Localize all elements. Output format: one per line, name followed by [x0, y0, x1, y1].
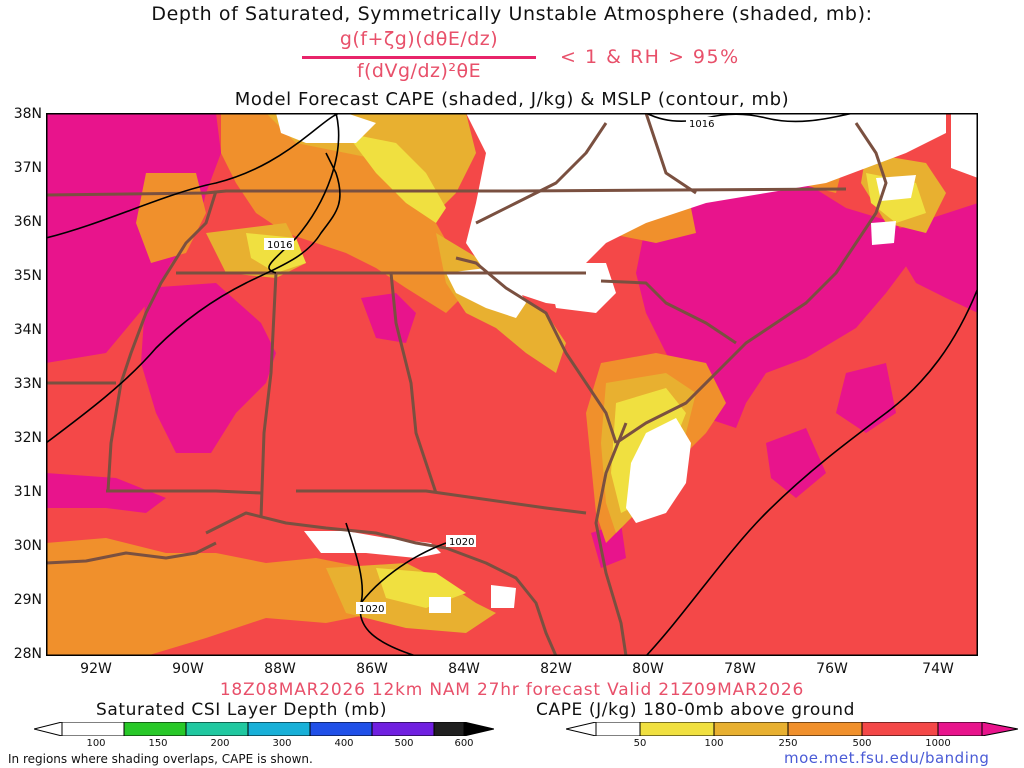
cape-tick: 1000 — [925, 738, 951, 749]
cape-colorbar — [566, 722, 1018, 736]
csi-tick: 400 — [334, 738, 354, 749]
lat-label: 30N — [13, 538, 42, 554]
source-url: moe.met.fsu.edu/banding — [784, 749, 990, 767]
csi-tick: 500 — [394, 738, 414, 749]
lat-label: 37N — [13, 160, 42, 176]
lat-label: 28N — [13, 646, 42, 662]
lon-label: 78W — [724, 661, 756, 677]
lon-label: 84W — [448, 661, 480, 677]
overlap-note: In regions where shading overlaps, CAPE … — [8, 752, 313, 766]
lat-label: 33N — [13, 376, 42, 392]
lon-label: 90W — [172, 661, 204, 677]
lon-label: 92W — [80, 661, 112, 677]
cape-colorbar-title: CAPE (J/kg) 180-0mb above ground — [536, 700, 855, 720]
title-line-1: Depth of Saturated, Symmetrically Unstab… — [151, 3, 873, 25]
lat-label: 31N — [13, 484, 42, 500]
cape-tick: 100 — [704, 738, 724, 749]
csi-tick: 150 — [148, 738, 168, 749]
lat-label: 36N — [13, 214, 42, 230]
equation-fraction-bar — [302, 56, 536, 59]
lat-label: 32N — [13, 430, 42, 446]
title-line-3: Model Forecast CAPE (shaded, J/kg) & MSL… — [234, 89, 790, 110]
isobar-label: 1020 — [449, 537, 474, 548]
isobar-labels: 1016 1016 1020 1020 — [264, 117, 716, 615]
csi-colorbar-title: Saturated CSI Layer Depth (mb) — [96, 700, 388, 720]
cape-tick: 50 — [633, 738, 647, 749]
lon-label: 88W — [264, 661, 296, 677]
csi-tick: 100 — [86, 738, 106, 749]
equation-numerator: g(f+ζg)(dθE/dz) — [339, 28, 499, 50]
lon-label: 80W — [632, 661, 664, 677]
state-boundaries — [46, 113, 888, 656]
isobar-label: 1020 — [359, 604, 384, 615]
csi-tick: 600 — [454, 738, 474, 749]
lon-label: 82W — [540, 661, 572, 677]
isobar-label: 1016 — [267, 240, 292, 251]
lat-label: 34N — [13, 322, 42, 338]
csi-tick: 300 — [272, 738, 292, 749]
no-cape-regions — [276, 113, 978, 613]
lat-label: 38N — [13, 106, 42, 122]
cape-tick: 250 — [778, 738, 798, 749]
forecast-map: 1016 1016 1020 1020 — [46, 113, 978, 656]
lat-label: 29N — [13, 592, 42, 608]
map-frame — [46, 113, 978, 656]
cape-tick: 500 — [852, 738, 872, 749]
lon-label: 76W — [816, 661, 848, 677]
equation-denominator: f(dVg/dz)²θE — [356, 60, 482, 82]
isobar-label: 1016 — [689, 119, 714, 130]
csi-tick: 200 — [210, 738, 230, 749]
equation-condition: < 1 & RH > 95% — [560, 46, 740, 68]
forecast-valid-line: 18Z08MAR2026 12km NAM 27hr forecast Vali… — [219, 680, 805, 700]
lon-label: 86W — [356, 661, 388, 677]
lat-label: 35N — [13, 268, 42, 284]
csi-colorbar — [34, 722, 494, 736]
lon-label: 74W — [922, 661, 954, 677]
